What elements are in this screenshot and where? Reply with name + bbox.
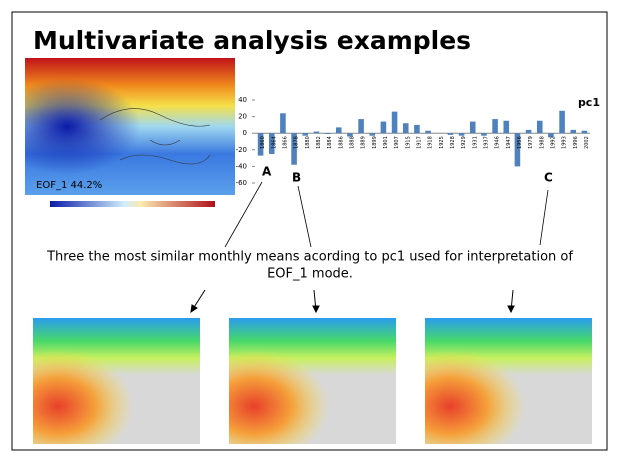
bar (392, 112, 398, 134)
mark-label: A (262, 165, 272, 179)
eof-map: EOF_1 44.2% (25, 58, 235, 207)
x-tick-label: 1860 (260, 136, 266, 149)
caption: EOF_1 mode. (267, 267, 353, 282)
x-tick-label: 1925 (439, 136, 445, 149)
x-tick-label: 1864 (271, 136, 277, 149)
x-tick-label: 1915 (405, 136, 411, 149)
x-tick-label: 1888 (349, 136, 355, 149)
x-tick-label: 1918 (428, 136, 434, 149)
bar (425, 131, 431, 133)
x-tick-label: 1889 (361, 136, 367, 149)
x-tick-label: 1946 (495, 136, 501, 149)
mark-label: B (292, 171, 301, 185)
x-tick-label: 1907 (394, 136, 400, 149)
x-tick-label: 1917 (416, 136, 422, 149)
bar (503, 121, 509, 133)
bar (336, 127, 342, 133)
bar (325, 133, 331, 134)
x-tick-label: 1931 (472, 136, 478, 149)
x-tick-label: 2002 (584, 136, 590, 149)
slp-maps (33, 318, 592, 444)
x-tick-label: 1947 (506, 136, 512, 149)
x-tick-label: 1901 (383, 136, 389, 149)
x-tick-label: 1992 (550, 136, 556, 149)
x-tick-label: 1979 (528, 136, 534, 149)
y-tick-label: 0 (243, 129, 247, 137)
bar (537, 121, 543, 133)
bar (280, 113, 286, 133)
bar (381, 122, 387, 134)
x-tick-label: 1866 (282, 136, 288, 149)
bar (414, 125, 420, 133)
y-tick-label: -60 (236, 179, 247, 187)
bar (302, 133, 308, 135)
bar (369, 133, 375, 135)
bar (448, 133, 454, 135)
bar (347, 133, 353, 136)
bar (358, 119, 364, 133)
x-tick-label: 1899 (372, 136, 378, 149)
x-tick-label: 1880 (305, 136, 311, 149)
bar (526, 130, 532, 133)
bar (459, 133, 465, 135)
bar (403, 123, 409, 133)
slide: Multivariate analysis examples EOF_1 44.… (0, 0, 619, 462)
x-tick-label: 1929 (461, 136, 467, 149)
x-tick-label: 1937 (483, 136, 489, 149)
x-tick-label: 1996 (573, 136, 579, 149)
y-tick-label: -40 (236, 162, 247, 170)
bar (314, 132, 320, 134)
caption: Three the most similar monthly means aco… (46, 250, 573, 265)
x-tick-label: 1928 (450, 136, 456, 149)
x-tick-label: 1878 (294, 136, 300, 149)
mark-label: C (544, 171, 553, 185)
x-tick-label: 1956 (517, 136, 523, 149)
bar (492, 119, 498, 133)
x-tick-label: 1993 (562, 136, 568, 149)
y-tick-label: 40 (238, 96, 247, 104)
slide-title: Multivariate analysis examples (33, 26, 471, 55)
y-tick-label: -20 (236, 146, 247, 154)
x-tick-label: 1884 (327, 136, 333, 149)
bar (470, 122, 476, 134)
x-tick-label: 1988 (539, 136, 545, 149)
chart-title: pc1 (578, 96, 600, 109)
bar (481, 133, 487, 135)
eof-label: EOF_1 44.2% (36, 180, 102, 191)
bar (570, 130, 576, 133)
bar (559, 111, 565, 133)
x-tick-label: 1882 (316, 136, 322, 149)
y-tick-label: 20 (238, 113, 247, 121)
bar (582, 131, 588, 133)
x-tick-label: 1886 (338, 136, 344, 149)
